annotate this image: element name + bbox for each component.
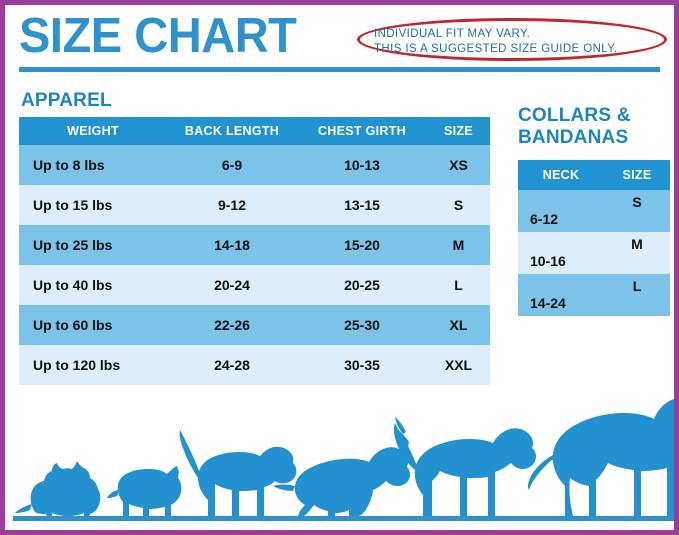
table-row: Up to 60 lbs 22-26 25-30 XL [19, 305, 490, 345]
cell-weight: Up to 40 lbs [19, 265, 167, 305]
table-row: Up to 8 lbs 6-9 10-13 XS [19, 145, 490, 185]
apparel-section-heading: APPAREL [21, 90, 112, 111]
pug-silhouette [107, 466, 182, 517]
cell-size: S [427, 185, 490, 225]
dog-silhouettes-illustration [5, 390, 674, 530]
cell-back-length: 22-26 [167, 305, 297, 345]
cell-chest-girth: 25-30 [297, 305, 427, 345]
cell-back-length: 20-24 [167, 265, 297, 305]
collars-header-row: NECK SIZE [518, 160, 670, 190]
column-header-weight: WEIGHT [19, 117, 167, 145]
cell-neck: 14-24 [518, 274, 604, 316]
cell-weight: Up to 120 lbs [19, 345, 167, 385]
column-header-chest-girth: CHEST GIRTH [297, 117, 427, 145]
cell-weight: Up to 15 lbs [19, 185, 167, 225]
cocker-spaniel-silhouette [273, 447, 411, 517]
disclaimer-text: INDIVIDUAL FIT MAY VARY. THIS IS A SUGGE… [374, 27, 617, 57]
cell-back-length: 9-12 [167, 185, 297, 225]
cell-chest-girth: 15-20 [297, 225, 427, 265]
table-row: Up to 120 lbs 24-28 30-35 XXL [19, 345, 490, 385]
cell-size: XL [427, 305, 490, 345]
column-header-collar-size: SIZE [604, 160, 670, 190]
cell-back-length: 14-18 [167, 225, 297, 265]
table-row: 6-12 S [518, 190, 670, 232]
cell-chest-girth: 13-15 [297, 185, 427, 225]
cell-back-length: 24-28 [167, 345, 297, 385]
collars-heading-line-2: BANDANAS [518, 127, 629, 148]
cell-size: L [427, 265, 490, 305]
cell-size: XS [427, 145, 490, 185]
husky-silhouette [393, 417, 536, 516]
page-title: SIZE CHART [19, 9, 297, 63]
table-row: 14-24 L [518, 274, 670, 316]
cell-chest-girth: 10-13 [297, 145, 427, 185]
cell-neck: 6-12 [518, 190, 604, 232]
pomeranian-silhouette [15, 461, 101, 517]
page-header: SIZE CHART INDIVIDUAL FIT MAY VARY. THIS… [5, 5, 674, 77]
apparel-size-table: WEIGHT BACK LENGTH CHEST GIRTH SIZE Up t… [19, 117, 490, 385]
table-row: Up to 15 lbs 9-12 13-15 S [19, 185, 490, 225]
ground-line [13, 516, 674, 521]
dog-size-comparison-graphic [13, 399, 674, 521]
cell-back-length: 6-9 [167, 145, 297, 185]
collars-size-table: NECK SIZE 6-12 S 10-16 M 14-24 L [518, 160, 670, 316]
table-row: 10-16 M [518, 232, 670, 274]
disclaimer-line-1: INDIVIDUAL FIT MAY VARY. [374, 28, 531, 40]
table-row: Up to 25 lbs 14-18 15-20 M [19, 225, 490, 265]
column-header-size: SIZE [427, 117, 490, 145]
collars-heading-line-1: COLLARS & [518, 105, 631, 126]
cell-size: M [427, 225, 490, 265]
cell-collar-size: L [604, 274, 670, 316]
cell-neck: 10-16 [518, 232, 604, 274]
cell-weight: Up to 25 lbs [19, 225, 167, 265]
column-header-back-length: BACK LENGTH [167, 117, 297, 145]
great-dane-silhouette [527, 399, 674, 516]
cell-chest-girth: 30-35 [297, 345, 427, 385]
cell-weight: Up to 8 lbs [19, 145, 167, 185]
beagle-silhouette [179, 430, 297, 517]
disclaimer-line-2: THIS IS A SUGGESTED SIZE GUIDE ONLY. [374, 43, 618, 55]
cell-collar-size: S [604, 190, 670, 232]
cell-collar-size: M [604, 232, 670, 274]
cell-chest-girth: 20-25 [297, 265, 427, 305]
collars-section-heading: COLLARS & BANDANAS [518, 105, 668, 149]
disclaimer-callout-oval: INDIVIDUAL FIT MAY VARY. THIS IS A SUGGE… [357, 18, 667, 61]
apparel-header-row: WEIGHT BACK LENGTH CHEST GIRTH SIZE [19, 117, 490, 145]
column-header-neck: NECK [518, 160, 604, 190]
cell-weight: Up to 60 lbs [19, 305, 167, 345]
title-underline-rule [19, 67, 660, 72]
table-row: Up to 40 lbs 20-24 20-25 L [19, 265, 490, 305]
cell-size: XXL [427, 345, 490, 385]
